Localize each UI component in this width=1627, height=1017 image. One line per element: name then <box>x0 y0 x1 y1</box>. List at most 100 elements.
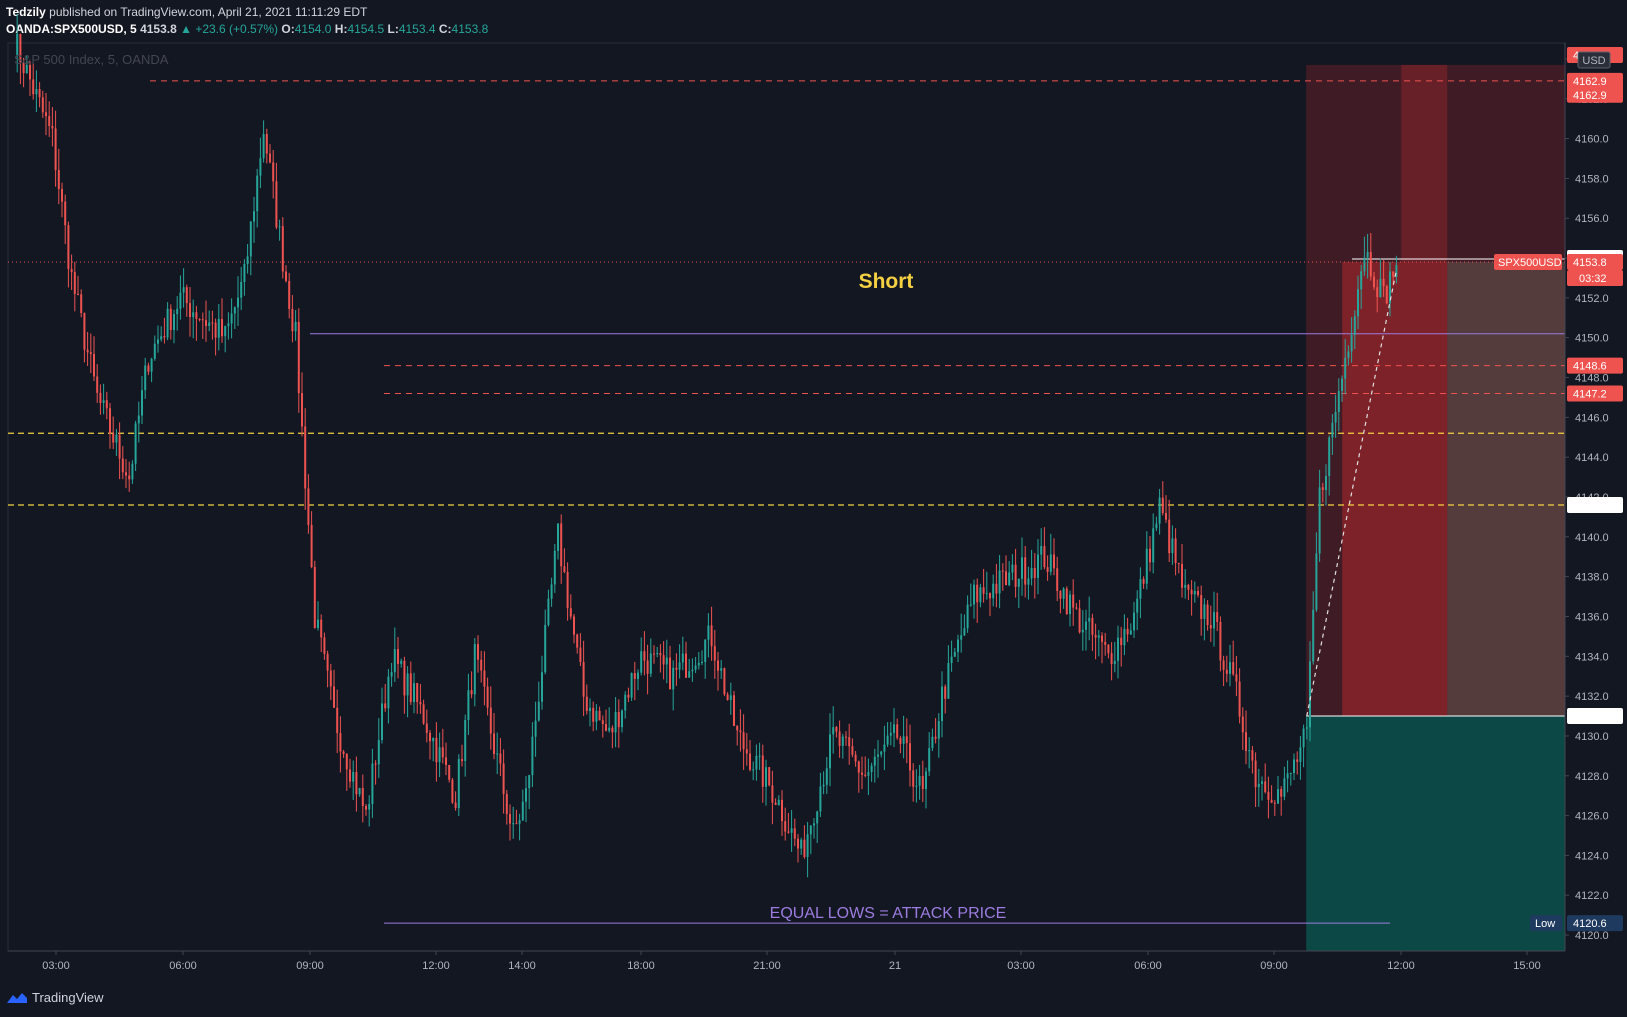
candle-body <box>454 802 457 809</box>
candle-body <box>861 772 863 775</box>
candle-body <box>221 319 223 337</box>
candle-body <box>928 747 931 772</box>
candle-body <box>1174 538 1177 563</box>
candle-body <box>211 322 214 324</box>
candle-body <box>925 771 927 790</box>
tag-last-bg <box>1567 254 1623 271</box>
candle-body <box>93 354 95 377</box>
candle-body <box>51 125 54 129</box>
candle-body <box>64 201 67 226</box>
candle-body <box>765 767 767 787</box>
candle-body <box>678 662 681 670</box>
candle-body <box>438 747 441 763</box>
candle-body <box>281 226 284 272</box>
currency-badge[interactable] <box>1577 51 1611 69</box>
candle-body <box>278 226 281 228</box>
candle-body <box>563 566 566 573</box>
candle-body <box>1293 759 1295 773</box>
tag-countdown: 03:32 <box>1579 273 1607 285</box>
candle-body <box>461 759 463 761</box>
price-tick-label: 4128.0 <box>1575 771 1609 783</box>
price-chart[interactable]: 4120.0 4122.0 4124.0 4126.0 4128.0 4130.0 4132… <box>0 0 1627 985</box>
candle-body <box>1161 497 1164 514</box>
tag-4148-6: 4148.6 <box>1573 361 1607 373</box>
candle-body <box>515 823 518 825</box>
candle-body <box>512 823 515 825</box>
open-value: 4154.0 <box>294 22 332 36</box>
candle-body <box>1206 604 1209 625</box>
candle-body <box>1133 612 1135 631</box>
candle-body <box>675 667 678 670</box>
candle-body <box>595 710 598 722</box>
candle-body <box>83 312 86 350</box>
price-tick-label: 4150.0 <box>1575 333 1609 345</box>
time-tick-label: 14:00 <box>508 960 536 972</box>
candle-body <box>1344 357 1347 379</box>
price-tick-label: 4122.0 <box>1575 890 1609 902</box>
candle-body <box>1363 257 1366 272</box>
brand-name[interactable]: TradingView <box>32 990 104 1005</box>
candle-body <box>733 695 735 726</box>
tag-low: 4120.6 <box>1573 918 1607 930</box>
candle-body <box>787 831 790 833</box>
candle-body <box>1091 617 1094 635</box>
high-label: H: <box>334 22 348 36</box>
candle-body <box>854 754 857 762</box>
tag-4131: 4131.0 <box>1573 711 1607 723</box>
candle-body <box>313 567 316 629</box>
candle-body <box>1209 624 1212 629</box>
candle-body <box>368 804 371 810</box>
candle-body <box>361 788 364 806</box>
candle-body <box>617 712 620 728</box>
candle-body <box>704 639 707 662</box>
open-label: O: <box>281 22 295 36</box>
candle-body <box>1248 750 1251 752</box>
candle-body <box>480 659 483 671</box>
candle-body <box>105 400 108 409</box>
author-name[interactable]: Tedzily <box>6 5 46 19</box>
candle-body <box>873 756 876 766</box>
candle-body <box>249 221 252 257</box>
candle-body <box>467 690 470 721</box>
candle-body <box>77 293 79 295</box>
candle-body <box>585 696 588 712</box>
candle-body <box>1203 604 1206 619</box>
candle-body <box>582 662 585 697</box>
candle-body <box>864 774 867 776</box>
candle-body <box>669 657 671 690</box>
candle-body <box>1229 662 1231 674</box>
candle-body <box>614 712 617 733</box>
candle-body <box>525 788 527 802</box>
candle-body <box>835 727 838 732</box>
candle-body <box>35 89 38 95</box>
candle-body <box>131 463 134 480</box>
candle-body <box>1110 653 1113 665</box>
candle-body <box>1088 617 1091 622</box>
candle-body <box>560 523 563 567</box>
candle-body <box>1193 591 1196 595</box>
footer: TradingView <box>6 990 104 1005</box>
candle-body <box>518 820 521 824</box>
candle-body <box>470 690 473 695</box>
candle-body <box>541 672 543 702</box>
candle-body <box>1065 588 1068 614</box>
candle-body <box>45 112 47 117</box>
price-axis[interactable]: 4120.0 4122.0 4124.0 4126.0 4128.0 4130.0 4132… <box>1565 54 1609 942</box>
candle-body <box>576 634 579 648</box>
tag-4141-6: 4141.6 <box>1573 500 1607 512</box>
candle-body <box>1062 588 1065 599</box>
tag-low-bg <box>1567 915 1623 932</box>
price-tick-label: 4152.0 <box>1575 293 1609 305</box>
candle-body <box>771 785 774 803</box>
chart-title: S&P 500 Index, 5, OANDA <box>14 52 169 67</box>
candle-body <box>832 727 835 735</box>
candle-body <box>1264 781 1267 792</box>
candle-body <box>701 661 703 663</box>
candle-body <box>937 721 940 739</box>
candle-body <box>672 667 675 690</box>
candle-body <box>217 319 220 338</box>
time-axis[interactable]: 03:00 06:00 09:00 12:00 14:00 18:00 21:00 21 03:… <box>42 951 1541 972</box>
candle-body <box>403 660 406 696</box>
candle-body <box>1072 594 1075 608</box>
tradingview-logo-icon[interactable] <box>6 991 28 1005</box>
